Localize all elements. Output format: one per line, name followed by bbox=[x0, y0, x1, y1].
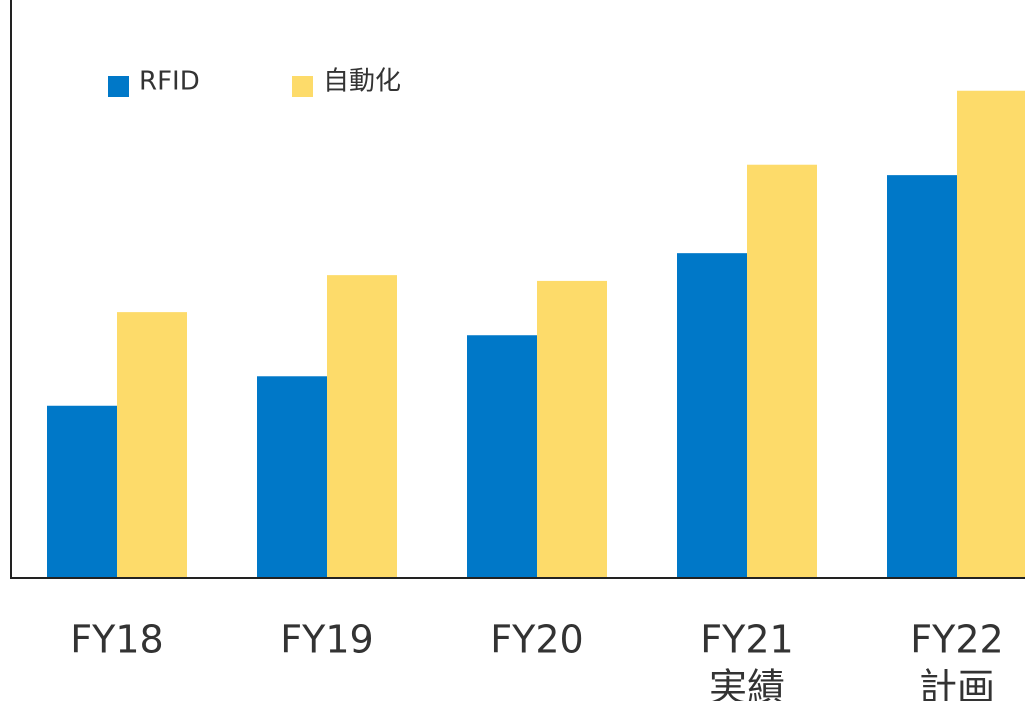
legend-label: RFID bbox=[139, 67, 200, 97]
x-tick-label: FY18 bbox=[70, 618, 163, 662]
x-tick-label: 実績 bbox=[709, 666, 785, 701]
legend-swatch bbox=[108, 76, 129, 97]
legend-label: 自動化 bbox=[323, 67, 401, 97]
bar bbox=[117, 312, 187, 578]
x-tick-label: FY20 bbox=[490, 618, 583, 662]
x-tick-label: FY22 bbox=[910, 618, 1003, 662]
bar bbox=[257, 376, 327, 578]
bar bbox=[47, 405, 117, 578]
x-tick-label: 計画 bbox=[919, 666, 995, 701]
bar bbox=[747, 164, 817, 579]
bar bbox=[957, 90, 1025, 578]
bar bbox=[887, 175, 957, 578]
bar bbox=[327, 275, 397, 578]
bar bbox=[537, 280, 607, 578]
legend-swatch bbox=[292, 76, 313, 97]
x-tick-label: FY21 bbox=[700, 618, 793, 662]
bar bbox=[467, 335, 537, 578]
x-tick-label: FY19 bbox=[280, 618, 373, 662]
bar bbox=[677, 253, 747, 578]
